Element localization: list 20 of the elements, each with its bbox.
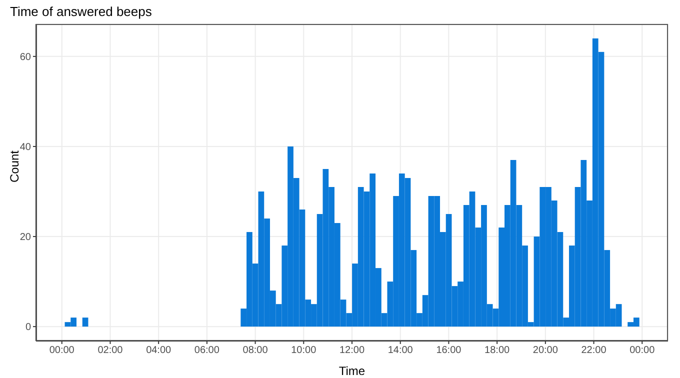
x-tick-label: 00:00 xyxy=(630,345,656,356)
x-tick-label: 18:00 xyxy=(484,345,510,356)
x-tick-label: 14:00 xyxy=(388,345,414,356)
x-tick-label: 00:00 xyxy=(49,345,75,356)
x-axis-title: Time xyxy=(338,364,366,378)
y-tick-label: 0 xyxy=(25,322,32,334)
y-axis-title: Count xyxy=(7,150,22,182)
x-tick-label: 02:00 xyxy=(98,345,124,356)
x-tick-label: 16:00 xyxy=(436,345,462,356)
y-tick-label: 60 xyxy=(20,52,32,63)
x-tick-label: 10:00 xyxy=(291,345,317,356)
x-tick-label: 04:00 xyxy=(146,345,172,356)
y-tick-label: 20 xyxy=(20,232,32,244)
y-tick-label: 40 xyxy=(20,142,32,154)
x-tick-label: 06:00 xyxy=(194,345,220,356)
x-tick-label: 22:00 xyxy=(581,345,607,356)
x-tick-label: 08:00 xyxy=(242,345,268,356)
x-tick-label: 20:00 xyxy=(532,345,558,356)
chart-title: Time of answered beeps xyxy=(9,4,153,20)
x-tick-label: 12:00 xyxy=(339,345,365,356)
